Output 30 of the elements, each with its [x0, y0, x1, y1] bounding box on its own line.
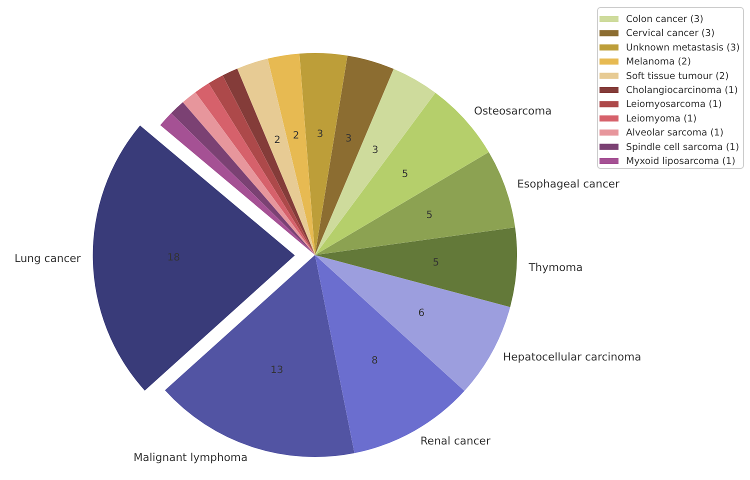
legend-label: Colon cancer (3) — [626, 14, 704, 25]
legend-label: Unknown metastasis (3) — [626, 42, 740, 54]
data-label: 3 — [372, 144, 378, 156]
slice-label: Malignant lymphoma — [133, 451, 248, 464]
slice-label: Thymoma — [528, 261, 583, 274]
legend-label: Cervical cancer (3) — [626, 28, 715, 40]
data-label: 6 — [418, 308, 425, 320]
data-label: 3 — [316, 128, 324, 140]
slice-label: Hepatocellular carcinoma — [502, 350, 642, 364]
legend-label: Spindle cell sarcoma (1) — [626, 142, 740, 153]
data-label: 13 — [270, 365, 284, 376]
slice-label: Renal cancer — [420, 434, 491, 448]
data-label: 8 — [371, 355, 378, 366]
slice-label: Esophageal cancer — [517, 177, 620, 190]
legend-label: Leiomyosarcoma (1) — [626, 99, 722, 110]
legend-label: Melanoma (2) — [626, 56, 692, 68]
data-label: 5 — [432, 257, 440, 268]
slice-label: Osteosarcoma — [474, 104, 552, 118]
data-label: 5 — [426, 210, 433, 222]
data-label: 3 — [345, 134, 352, 145]
data-label: 18 — [167, 252, 180, 264]
legend-label: Cholangiocarcinoma (1) — [626, 85, 738, 96]
data-label: 2 — [274, 134, 281, 146]
legend-label: Soft tissue tumour (2) — [626, 70, 729, 82]
legend-label: Leiomyoma (1) — [626, 113, 697, 124]
legend-label: Alveolar sarcoma (1) — [626, 128, 724, 139]
slice-label: Lung cancer — [14, 252, 82, 266]
legend-label: Myxoid liposarcoma (1) — [626, 156, 736, 167]
data-label: 5 — [402, 168, 408, 180]
data-label: 2 — [292, 130, 300, 142]
